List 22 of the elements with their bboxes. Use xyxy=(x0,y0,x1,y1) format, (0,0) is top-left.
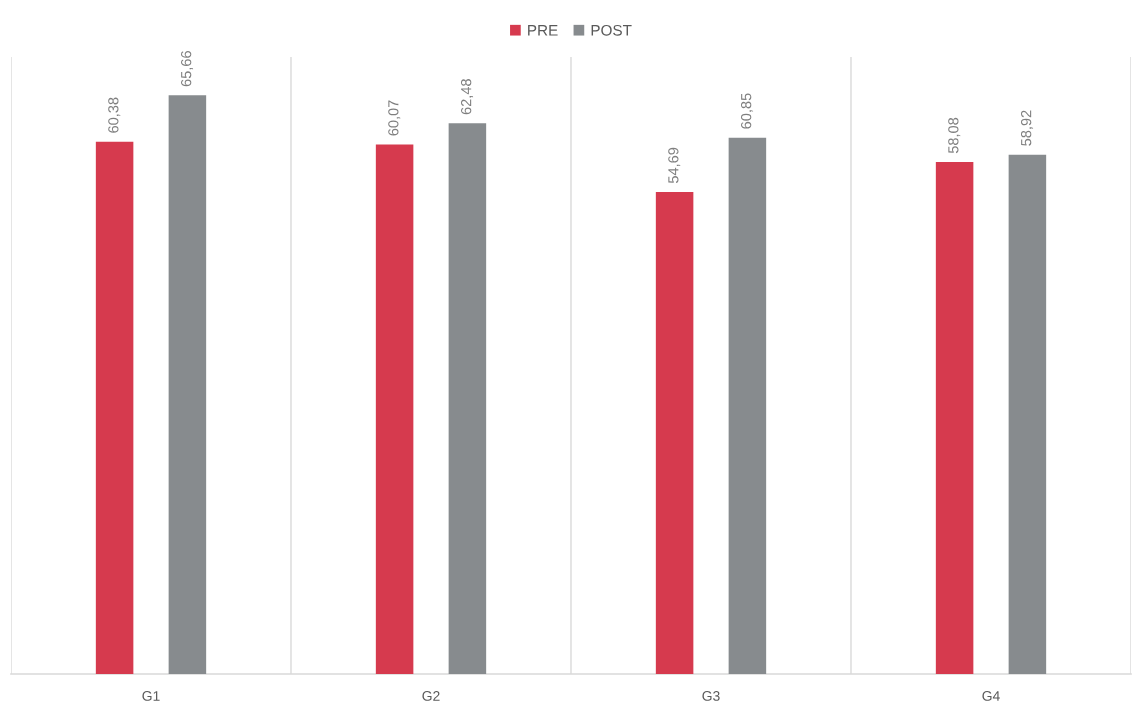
bar xyxy=(935,162,974,674)
bar xyxy=(95,141,134,674)
bar xyxy=(1008,154,1047,674)
x-tick-label: G2 xyxy=(422,691,440,701)
legend-label: POST xyxy=(591,24,632,36)
data-label: 58,92 xyxy=(1020,110,1034,146)
data-label: 58,08 xyxy=(948,117,961,154)
data-label: 65,66 xyxy=(180,51,194,87)
data-label: 62,48 xyxy=(460,79,474,115)
bar xyxy=(168,95,207,674)
x-tick-label: G4 xyxy=(982,691,1000,701)
bar xyxy=(375,144,414,674)
data-label: 54,69 xyxy=(668,147,681,184)
data-label: 60,85 xyxy=(740,93,754,129)
legend-label: PRE xyxy=(528,25,558,36)
bar xyxy=(655,191,694,674)
data-label: 60,38 xyxy=(108,97,121,133)
bar xyxy=(728,137,767,674)
x-tick-label: G1 xyxy=(142,691,160,701)
x-tick-label: G3 xyxy=(702,691,720,701)
bar xyxy=(448,123,487,674)
data-label: 60,07 xyxy=(388,100,401,136)
